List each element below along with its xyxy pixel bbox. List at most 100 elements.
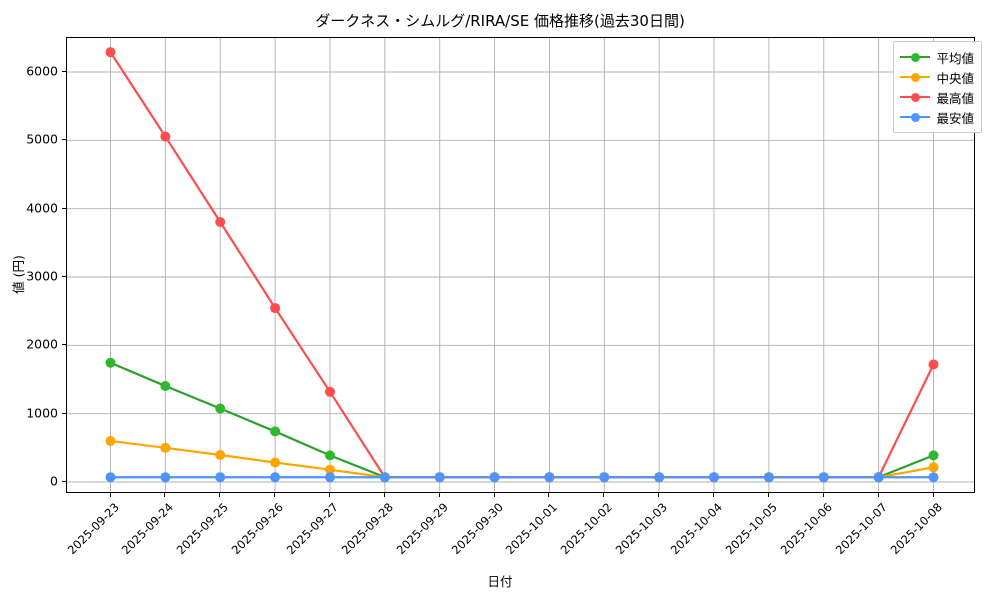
x-tick-mark	[877, 493, 879, 497]
data-point	[324, 464, 335, 475]
data-point	[324, 472, 335, 483]
x-tick-mark	[109, 493, 111, 497]
data-point	[215, 472, 226, 483]
x-tick-mark	[548, 493, 550, 497]
y-tick-mark	[62, 139, 66, 141]
x-tick-mark	[383, 493, 385, 497]
y-tick-label: 4000	[26, 200, 58, 216]
data-point	[324, 450, 335, 461]
legend-label: 最高値	[936, 90, 974, 106]
x-tick-label: 2025-10-03	[612, 500, 671, 558]
x-tick-label: 2025-09-27	[283, 500, 341, 558]
x-tick-label: 2025-09-24	[119, 500, 177, 558]
x-tick-label: 2025-09-29	[393, 500, 451, 558]
data-point	[489, 472, 500, 483]
y-tick-label: 5000	[26, 131, 58, 147]
x-tick-mark	[932, 493, 934, 497]
series-canvas	[67, 38, 974, 492]
x-tick-mark	[658, 493, 660, 497]
data-point	[324, 386, 335, 397]
data-point	[215, 216, 226, 227]
x-tick-mark	[822, 493, 824, 497]
data-point	[160, 472, 171, 483]
y-tick-mark	[62, 71, 66, 72]
y-tick-mark	[62, 481, 66, 482]
x-tick-label: 2025-09-30	[448, 500, 506, 558]
legend-item-0[interactable]: 平均値	[900, 47, 974, 67]
data-point	[763, 472, 774, 483]
data-point	[105, 472, 116, 483]
y-tick-mark	[62, 276, 66, 277]
data-point	[215, 450, 226, 461]
data-point	[599, 472, 610, 483]
data-point	[270, 457, 281, 468]
legend-item-3[interactable]: 最安値	[900, 107, 974, 127]
x-tick-mark	[164, 493, 166, 497]
data-point	[105, 47, 116, 58]
x-tick-label: 2025-10-06	[777, 500, 835, 558]
x-tick-label: 2025-10-01	[503, 500, 561, 558]
legend-label: 中央値	[936, 70, 974, 86]
data-point	[270, 303, 281, 314]
x-tick-mark	[328, 493, 330, 497]
legend-label: 最安値	[936, 110, 974, 126]
y-tick-mark	[62, 207, 66, 209]
series-line-0	[109, 361, 935, 479]
x-tick-label: 2025-10-04	[667, 500, 725, 558]
x-tick-mark	[767, 493, 769, 497]
x-axis-label: 日付	[487, 574, 513, 589]
y-axis-tick-labels: 0 1000 2000 3000 4000 5000 6000	[0, 0, 58, 600]
x-tick-mark	[274, 493, 276, 497]
x-tick-label: 2025-10-05	[722, 500, 780, 558]
x-tick-label: 2025-10-02	[558, 500, 616, 558]
data-point	[928, 359, 939, 370]
chart-legend: 平均値中央値最高値最安値	[893, 41, 982, 133]
x-tick-mark	[438, 493, 440, 497]
x-tick-mark	[219, 493, 221, 497]
data-point	[270, 426, 281, 437]
data-point	[544, 472, 555, 483]
data-point	[215, 403, 226, 414]
x-tick-label: 2025-09-23	[64, 500, 122, 558]
data-point	[928, 462, 939, 473]
data-point	[270, 472, 281, 483]
data-point	[105, 436, 116, 446]
legend-swatch-icon	[900, 70, 931, 84]
y-tick-label: 1000	[26, 405, 58, 421]
data-point	[928, 472, 939, 483]
legend-item-2[interactable]: 最高値	[900, 87, 974, 107]
x-tick-label: 2025-09-25	[173, 500, 232, 558]
data-point	[434, 472, 445, 483]
plot-area	[66, 37, 975, 493]
y-tick-label: 0	[50, 473, 58, 489]
series-line-1	[109, 439, 935, 479]
legend-swatch-icon	[900, 110, 931, 124]
chart-title: ダークネス・シムルグ/RIRA/SE 価格推移(過去30日間)	[315, 12, 685, 30]
legend-label: 平均値	[936, 50, 974, 66]
data-point	[160, 380, 171, 391]
data-point	[818, 472, 829, 483]
data-point	[160, 131, 171, 142]
x-tick-label: 2025-09-28	[338, 500, 396, 558]
y-tick-mark	[62, 412, 66, 414]
x-tick-mark	[603, 493, 605, 497]
x-tick-mark	[493, 493, 495, 497]
x-tick-label: 2025-09-26	[228, 500, 286, 558]
data-point	[928, 450, 939, 461]
data-point	[709, 472, 720, 483]
y-tick-mark	[62, 344, 66, 346]
data-point	[654, 472, 665, 483]
data-point	[379, 472, 390, 483]
data-point	[105, 357, 116, 368]
data-point	[160, 442, 171, 453]
legend-item-1[interactable]: 中央値	[900, 67, 974, 87]
x-tick-label: 2025-10-07	[832, 500, 890, 558]
data-point	[873, 472, 884, 483]
x-tick-label: 2025-10-08	[887, 500, 945, 558]
x-tick-mark	[713, 493, 715, 497]
legend-swatch-icon	[900, 90, 931, 104]
legend-swatch-icon	[900, 50, 931, 64]
y-tick-label: 6000	[26, 63, 58, 79]
y-tick-label: 2000	[26, 336, 58, 352]
